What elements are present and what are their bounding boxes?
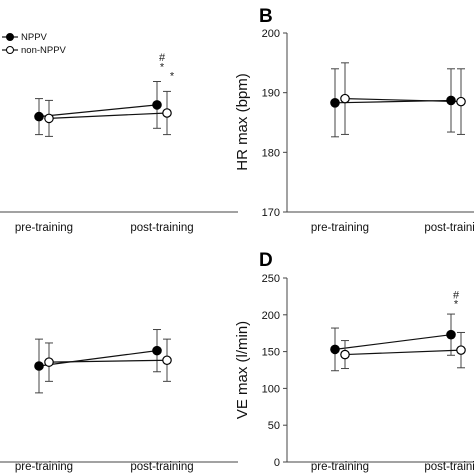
point-nppv [34,111,44,122]
point-nppv [152,100,162,110]
point-nppv [446,95,456,106]
series-line [38,350,158,367]
panel-letter: B [259,6,273,27]
x-category-label: post-training [130,461,193,473]
x-category-label: pre-training [311,222,369,234]
x-category-label: post-training [424,461,474,473]
y-tick-label: 100 [262,383,280,395]
y-tick-label: 50 [268,420,280,432]
point-nppv [446,329,456,340]
significance-mark: # [453,290,460,302]
point-nppv [330,344,340,355]
panel-3: pre-training post-training [0,329,238,473]
series-line [344,349,462,356]
legend: NPPV non-NPPV [2,32,67,56]
y-tick-label: 150 [262,347,280,359]
significance-mark: * [170,71,175,83]
point-non-nppv [340,349,350,360]
series-line [48,359,168,363]
x-category-label: post-training [130,222,193,234]
x-category-label: pre-training [15,222,73,234]
legend-marker-non-nppv [6,46,14,54]
significance-mark: * [454,298,459,310]
point-non-nppv [44,357,54,367]
panel-1: pre-training post-training#** [0,52,238,234]
y-tick-label: 200 [262,28,280,40]
series-line [344,98,462,103]
y-tick-label: 180 [262,147,280,159]
legend-label-non-nppv: non-NPPV [21,45,67,56]
x-category-label: pre-training [15,461,73,473]
point-nppv [34,361,44,371]
y-axis-label: HR max (bpm) [234,73,251,171]
series-line [334,334,452,350]
point-non-nppv [162,108,172,118]
x-category-label: pre-training [311,461,369,473]
legend-label-nppv: NPPV [21,32,48,43]
point-nppv [330,98,340,108]
x-category-label: post-training [424,222,474,234]
point-non-nppv [456,345,466,355]
point-non-nppv [44,113,54,124]
legend-marker-nppv [6,33,14,41]
y-tick-label: 170 [262,207,280,219]
point-nppv [152,345,162,356]
panel-4: 0 50 100 150 200 250 VE max (l/min) Dpre-traini… [234,250,474,473]
significance-mark: * [160,62,165,74]
y-tick-label: 190 [262,88,280,100]
point-non-nppv [456,96,466,107]
significance-mark: # [159,52,166,64]
series-line [38,104,158,118]
point-non-nppv [340,93,350,104]
y-tick-label: 0 [274,457,280,469]
point-non-nppv [162,355,172,366]
series-line [48,112,168,119]
y-axis-label: VE max (l/min) [234,321,251,419]
y-tick-label: 200 [262,310,280,322]
panel-letter: D [259,250,273,271]
y-tick-label: 250 [262,273,280,285]
